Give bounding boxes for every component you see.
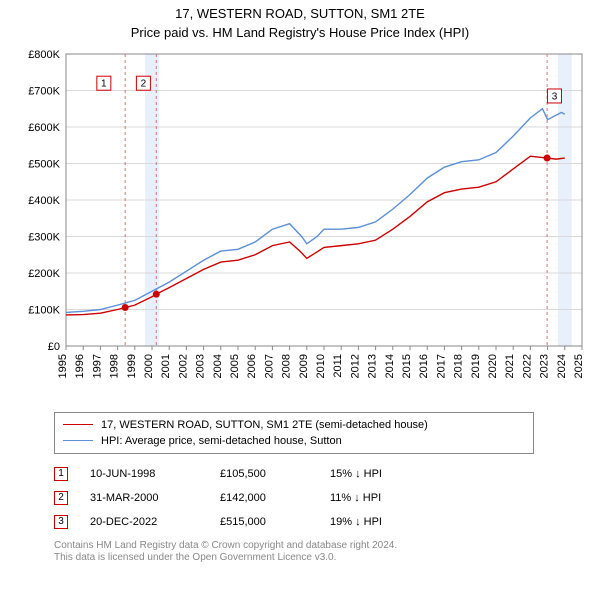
transaction-marker: 2 — [54, 491, 68, 505]
chart-plot-area: £0 £100K £200K £300K £400K £500K £600K £700K £80… — [10, 46, 590, 406]
svg-text:2023: 2023 — [539, 354, 551, 378]
svg-text:2025: 2025 — [573, 354, 585, 378]
legend-label: HPI: Average price, semi-detached house,… — [101, 435, 342, 447]
transaction-diff: 11% ↓ HPI — [330, 492, 440, 504]
legend-swatch — [63, 424, 93, 425]
transaction-date: 20-DEC-2022 — [90, 516, 220, 528]
svg-text:2011: 2011 — [332, 354, 344, 378]
transaction-price: £142,000 — [220, 492, 330, 504]
svg-text:2014: 2014 — [384, 354, 396, 378]
svg-text:2: 2 — [141, 78, 147, 89]
transaction-marker: 3 — [54, 515, 68, 529]
svg-text:2005: 2005 — [229, 354, 241, 378]
svg-text:2000: 2000 — [143, 354, 155, 378]
transaction-row: 3 20-DEC-2022£515,00019% ↓ HPI — [54, 510, 590, 534]
svg-text:2020: 2020 — [487, 354, 499, 378]
svg-text:£600K: £600K — [28, 122, 60, 134]
transaction-marker: 1 — [54, 467, 68, 481]
transaction-diff: 15% ↓ HPI — [330, 468, 440, 480]
svg-text:2012: 2012 — [349, 354, 361, 378]
footer-line-1: Contains HM Land Registry data © Crown c… — [54, 540, 590, 553]
footer-attribution: Contains HM Land Registry data © Crown c… — [54, 540, 590, 565]
svg-text:£800K: £800K — [28, 49, 60, 61]
transaction-date: 31-MAR-2000 — [90, 492, 220, 504]
svg-text:2013: 2013 — [367, 354, 379, 378]
chart-subtitle: Price paid vs. HM Land Registry's House … — [10, 25, 590, 42]
legend-box: 17, WESTERN ROAD, SUTTON, SM1 2TE (semi-… — [54, 412, 534, 454]
transactions-table: 1 10-JUN-1998£105,50015% ↓ HPI 2 31-MAR-200… — [54, 462, 590, 534]
chart-container: 17, WESTERN ROAD, SUTTON, SM1 2TE Price … — [0, 0, 600, 590]
svg-text:£100K: £100K — [28, 304, 60, 316]
svg-text:2019: 2019 — [470, 354, 482, 378]
svg-text:2018: 2018 — [453, 354, 465, 378]
svg-text:1: 1 — [101, 78, 107, 89]
svg-text:2021: 2021 — [504, 354, 516, 378]
transaction-price: £105,500 — [220, 468, 330, 480]
svg-text:2002: 2002 — [177, 354, 189, 378]
svg-text:£500K: £500K — [28, 158, 60, 170]
legend-row: HPI: Average price, semi-detached house,… — [63, 433, 525, 449]
svg-text:£300K: £300K — [28, 231, 60, 243]
svg-text:2017: 2017 — [435, 354, 447, 378]
footer-line-2: This data is licensed under the Open Gov… — [54, 552, 590, 565]
chart-title: 17, WESTERN ROAD, SUTTON, SM1 2TE — [10, 6, 590, 23]
svg-text:3: 3 — [552, 91, 558, 102]
svg-text:2016: 2016 — [418, 354, 430, 378]
svg-text:2009: 2009 — [298, 354, 310, 378]
svg-text:2001: 2001 — [160, 354, 172, 378]
svg-text:2010: 2010 — [315, 354, 327, 378]
transaction-diff: 19% ↓ HPI — [330, 516, 440, 528]
transaction-row: 1 10-JUN-1998£105,50015% ↓ HPI — [54, 462, 590, 486]
svg-text:2003: 2003 — [195, 354, 207, 378]
svg-text:1995: 1995 — [57, 354, 69, 378]
transaction-price: £515,000 — [220, 516, 330, 528]
svg-text:£200K: £200K — [28, 268, 60, 280]
transaction-date: 10-JUN-1998 — [90, 468, 220, 480]
legend-row: 17, WESTERN ROAD, SUTTON, SM1 2TE (semi-… — [63, 417, 525, 433]
chart-svg: £0 £100K £200K £300K £400K £500K £600K £700K £80… — [10, 46, 590, 406]
svg-text:£400K: £400K — [28, 195, 60, 207]
svg-text:2006: 2006 — [246, 354, 258, 378]
legend-label: 17, WESTERN ROAD, SUTTON, SM1 2TE (semi-… — [101, 419, 428, 431]
svg-text:2015: 2015 — [401, 354, 413, 378]
svg-text:£0: £0 — [48, 341, 60, 353]
svg-text:1998: 1998 — [109, 354, 121, 378]
transaction-row: 2 31-MAR-2000£142,00011% ↓ HPI — [54, 486, 590, 510]
svg-text:2024: 2024 — [556, 354, 568, 378]
legend-swatch — [63, 440, 93, 441]
svg-text:2004: 2004 — [212, 354, 224, 378]
svg-text:2007: 2007 — [263, 354, 275, 378]
svg-text:2008: 2008 — [281, 354, 293, 378]
svg-text:1996: 1996 — [74, 354, 86, 378]
svg-text:£700K: £700K — [28, 85, 60, 97]
svg-text:1999: 1999 — [126, 354, 138, 378]
svg-text:1997: 1997 — [91, 354, 103, 378]
svg-text:2022: 2022 — [521, 354, 533, 378]
